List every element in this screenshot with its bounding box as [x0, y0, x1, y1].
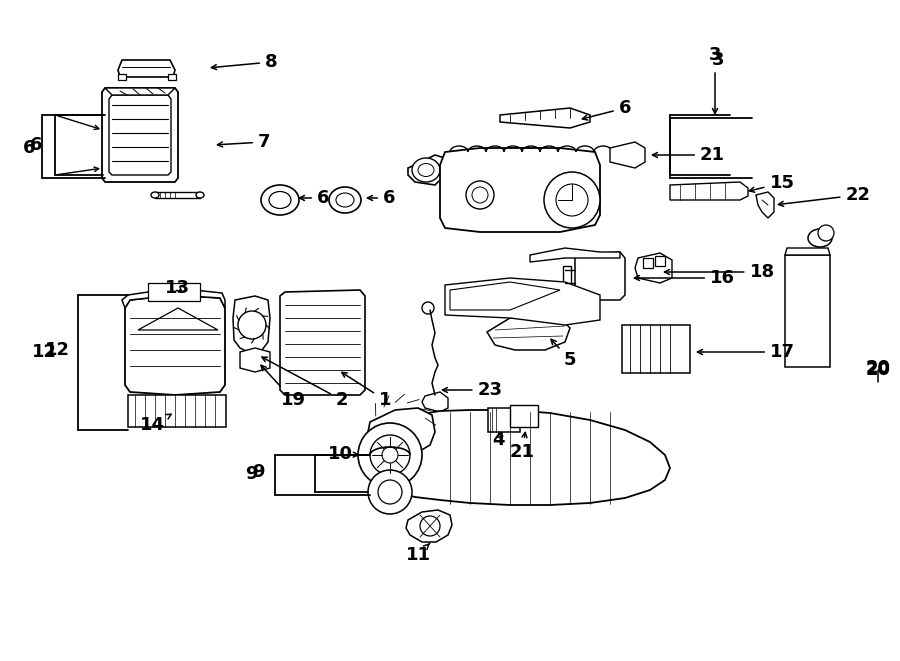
- Text: 6: 6: [582, 99, 631, 120]
- Polygon shape: [575, 252, 625, 300]
- Polygon shape: [450, 282, 560, 310]
- Polygon shape: [670, 182, 748, 200]
- Text: 20: 20: [866, 361, 890, 379]
- Polygon shape: [233, 296, 270, 352]
- Polygon shape: [785, 248, 830, 255]
- Text: 6: 6: [22, 139, 35, 157]
- Ellipse shape: [329, 187, 361, 213]
- Polygon shape: [368, 410, 670, 505]
- Polygon shape: [118, 74, 126, 80]
- Circle shape: [420, 516, 440, 536]
- Text: 4: 4: [491, 431, 504, 449]
- Text: 7: 7: [218, 133, 271, 151]
- Circle shape: [370, 435, 410, 475]
- Polygon shape: [422, 392, 448, 412]
- Bar: [643, 258, 653, 268]
- Polygon shape: [168, 74, 176, 80]
- Text: 21: 21: [509, 432, 535, 461]
- Text: 6: 6: [30, 136, 42, 154]
- Text: 21: 21: [652, 146, 725, 164]
- Polygon shape: [240, 348, 270, 372]
- Bar: [655, 256, 665, 266]
- Circle shape: [818, 225, 834, 241]
- Circle shape: [368, 470, 412, 514]
- Polygon shape: [118, 60, 175, 77]
- Ellipse shape: [412, 158, 440, 182]
- Polygon shape: [756, 192, 774, 218]
- Text: 5: 5: [551, 339, 576, 369]
- Text: 12: 12: [45, 341, 70, 359]
- Polygon shape: [280, 290, 365, 395]
- Polygon shape: [102, 88, 178, 182]
- Text: 22: 22: [778, 186, 870, 206]
- Circle shape: [238, 311, 266, 339]
- Circle shape: [382, 447, 398, 463]
- Ellipse shape: [336, 193, 354, 207]
- Bar: [148, 283, 200, 301]
- Bar: [128, 395, 226, 427]
- Text: 15: 15: [750, 174, 795, 192]
- Text: 18: 18: [664, 263, 775, 281]
- Text: 17: 17: [698, 343, 795, 361]
- Bar: [622, 325, 690, 373]
- Ellipse shape: [495, 155, 545, 173]
- Polygon shape: [487, 315, 570, 350]
- Polygon shape: [445, 278, 600, 325]
- Text: 6: 6: [300, 189, 329, 207]
- Polygon shape: [408, 155, 445, 185]
- Text: 14: 14: [140, 414, 171, 434]
- Polygon shape: [530, 248, 620, 262]
- Polygon shape: [480, 148, 560, 180]
- Text: 13: 13: [165, 279, 190, 297]
- Circle shape: [422, 302, 434, 314]
- Text: 11: 11: [406, 543, 430, 564]
- Text: 12: 12: [32, 343, 57, 361]
- Polygon shape: [368, 408, 435, 452]
- Bar: [785, 255, 830, 367]
- Text: 10: 10: [328, 445, 359, 463]
- Bar: [488, 408, 520, 432]
- Bar: [563, 266, 571, 286]
- Text: 19: 19: [261, 366, 305, 409]
- Text: 3: 3: [712, 51, 724, 69]
- Text: 3: 3: [709, 46, 721, 64]
- Ellipse shape: [418, 163, 434, 176]
- Circle shape: [544, 172, 600, 228]
- Text: 1: 1: [342, 372, 392, 409]
- Polygon shape: [155, 192, 200, 198]
- Polygon shape: [109, 95, 171, 175]
- Circle shape: [556, 184, 588, 216]
- Circle shape: [466, 181, 494, 209]
- Text: 2: 2: [262, 357, 348, 409]
- Text: 20: 20: [866, 359, 890, 377]
- Text: 16: 16: [634, 269, 735, 287]
- Circle shape: [358, 423, 422, 487]
- Text: 23: 23: [443, 381, 502, 399]
- Polygon shape: [125, 295, 225, 395]
- Circle shape: [378, 480, 402, 504]
- Text: 9: 9: [246, 465, 258, 483]
- Polygon shape: [500, 108, 590, 128]
- Polygon shape: [406, 510, 452, 542]
- Polygon shape: [635, 253, 672, 283]
- Polygon shape: [105, 88, 175, 95]
- Ellipse shape: [151, 192, 159, 198]
- Polygon shape: [440, 148, 600, 232]
- Bar: [510, 405, 538, 427]
- Polygon shape: [138, 308, 218, 330]
- Ellipse shape: [808, 229, 832, 247]
- Ellipse shape: [261, 185, 299, 215]
- Ellipse shape: [269, 192, 291, 208]
- Text: 8: 8: [212, 53, 277, 71]
- Text: 9: 9: [253, 463, 265, 481]
- Polygon shape: [122, 288, 225, 308]
- Polygon shape: [610, 142, 645, 168]
- Circle shape: [472, 187, 488, 203]
- Ellipse shape: [196, 192, 204, 198]
- Text: 6: 6: [367, 189, 395, 207]
